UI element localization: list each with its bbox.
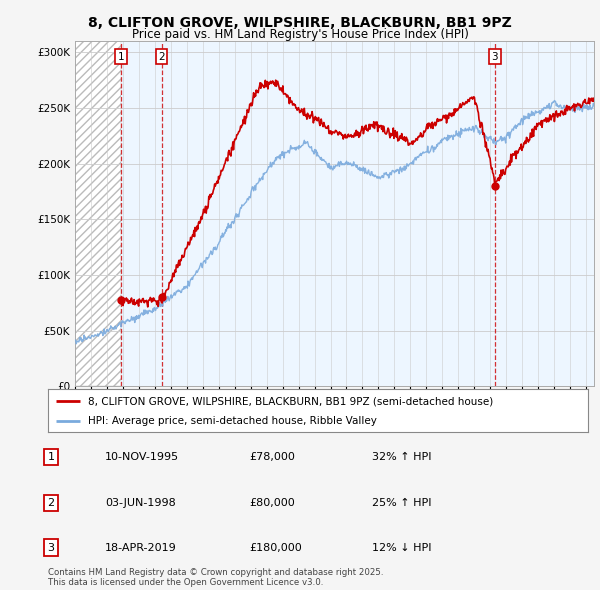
Bar bbox=[121, 41, 161, 386]
Text: Contains HM Land Registry data © Crown copyright and database right 2025.
This d: Contains HM Land Registry data © Crown c… bbox=[48, 568, 383, 587]
Text: Price paid vs. HM Land Registry's House Price Index (HPI): Price paid vs. HM Land Registry's House … bbox=[131, 28, 469, 41]
Bar bbox=[161, 41, 495, 386]
Text: £180,000: £180,000 bbox=[249, 543, 302, 552]
Text: 03-JUN-1998: 03-JUN-1998 bbox=[105, 498, 176, 507]
Bar bbox=[75, 41, 121, 386]
Text: 32% ↑ HPI: 32% ↑ HPI bbox=[372, 453, 431, 462]
Text: 2: 2 bbox=[47, 498, 55, 507]
Text: £80,000: £80,000 bbox=[249, 498, 295, 507]
Text: 3: 3 bbox=[47, 543, 55, 552]
Text: 1: 1 bbox=[47, 453, 55, 462]
Text: 2: 2 bbox=[158, 52, 165, 61]
Text: 8, CLIFTON GROVE, WILPSHIRE, BLACKBURN, BB1 9PZ (semi-detached house): 8, CLIFTON GROVE, WILPSHIRE, BLACKBURN, … bbox=[89, 396, 494, 407]
Text: 8, CLIFTON GROVE, WILPSHIRE, BLACKBURN, BB1 9PZ: 8, CLIFTON GROVE, WILPSHIRE, BLACKBURN, … bbox=[88, 16, 512, 30]
Bar bbox=[495, 41, 594, 386]
Text: £78,000: £78,000 bbox=[249, 453, 295, 462]
Text: 10-NOV-1995: 10-NOV-1995 bbox=[105, 453, 179, 462]
Text: 3: 3 bbox=[491, 52, 498, 61]
Text: 18-APR-2019: 18-APR-2019 bbox=[105, 543, 177, 552]
Text: HPI: Average price, semi-detached house, Ribble Valley: HPI: Average price, semi-detached house,… bbox=[89, 417, 377, 426]
Text: 25% ↑ HPI: 25% ↑ HPI bbox=[372, 498, 431, 507]
Text: 1: 1 bbox=[118, 52, 124, 61]
Text: 12% ↓ HPI: 12% ↓ HPI bbox=[372, 543, 431, 552]
